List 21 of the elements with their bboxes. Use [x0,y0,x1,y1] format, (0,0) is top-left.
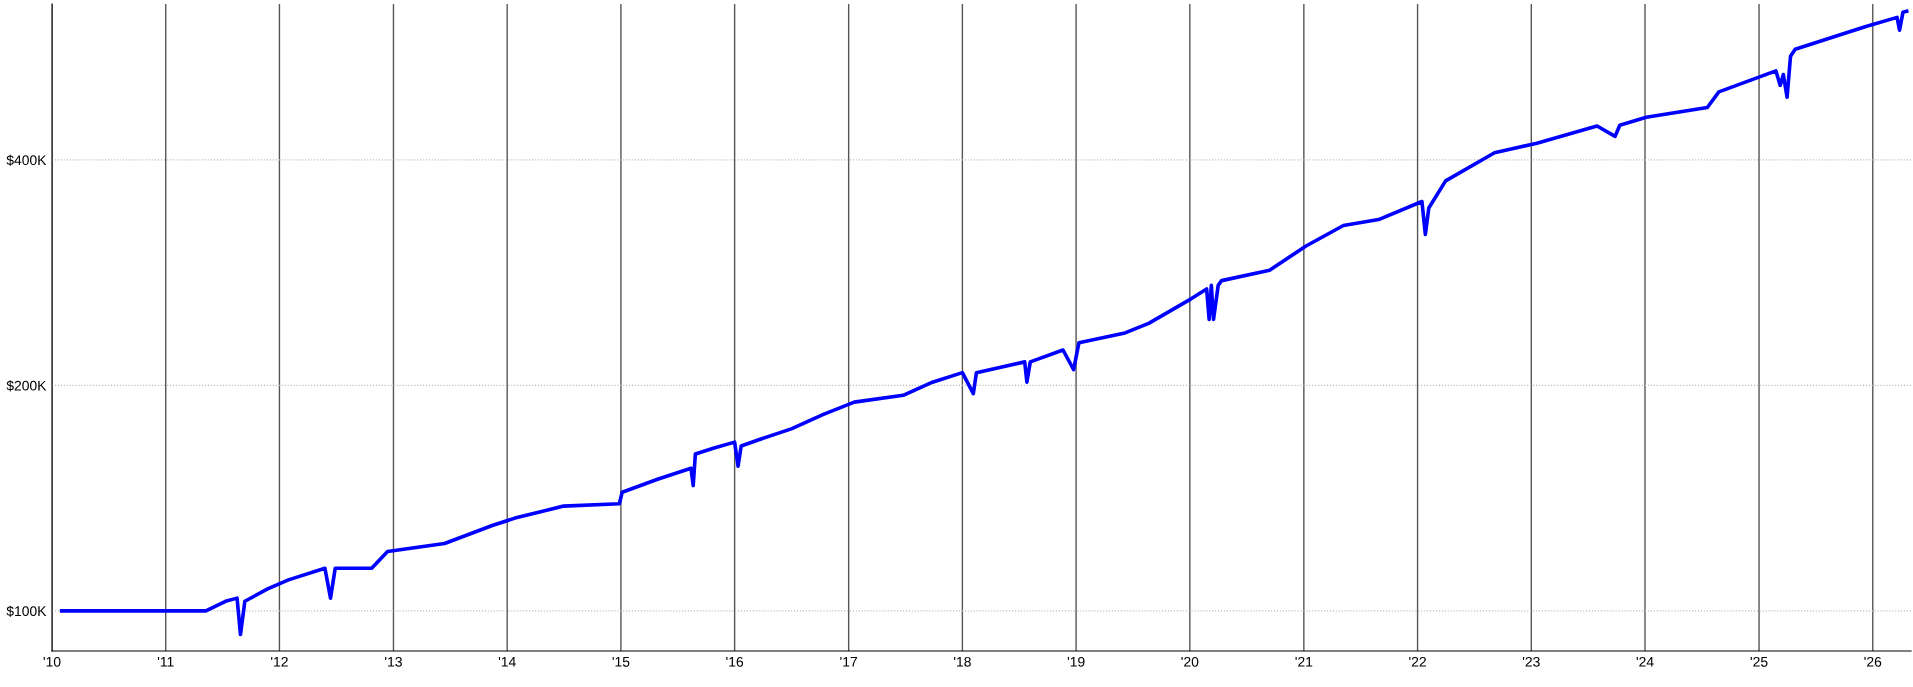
y-tick-label: $200K [6,380,47,392]
x-tick-label: '15 [612,657,630,667]
x-tick-label: '26 [1864,656,1882,667]
x-tick-label: '19 [1067,656,1085,667]
line-series [59,9,1909,637]
x-tick-label: '13 [385,656,402,667]
x-tick-label: '14 [498,657,516,667]
x-tick-label: '25 [1750,656,1768,667]
x-tick-label: '17 [840,657,858,667]
y-tick-label: $400K [6,154,47,166]
x-tick-label: '16 [726,656,744,667]
x-tick-label: '22 [1409,656,1426,667]
x-tick-label: '18 [954,656,971,667]
x-tick-label: '12 [271,656,288,667]
x-tick-label: '23 [1522,656,1540,667]
x-tick-label: '11 [157,657,174,667]
x-tick-label: '21 [1295,656,1313,667]
x-tick-label: '10 [43,656,61,667]
x-tick-label: '20 [1181,656,1199,667]
x-tick-label: '24 [1636,656,1654,667]
y-tick-label: $100K [6,605,47,617]
